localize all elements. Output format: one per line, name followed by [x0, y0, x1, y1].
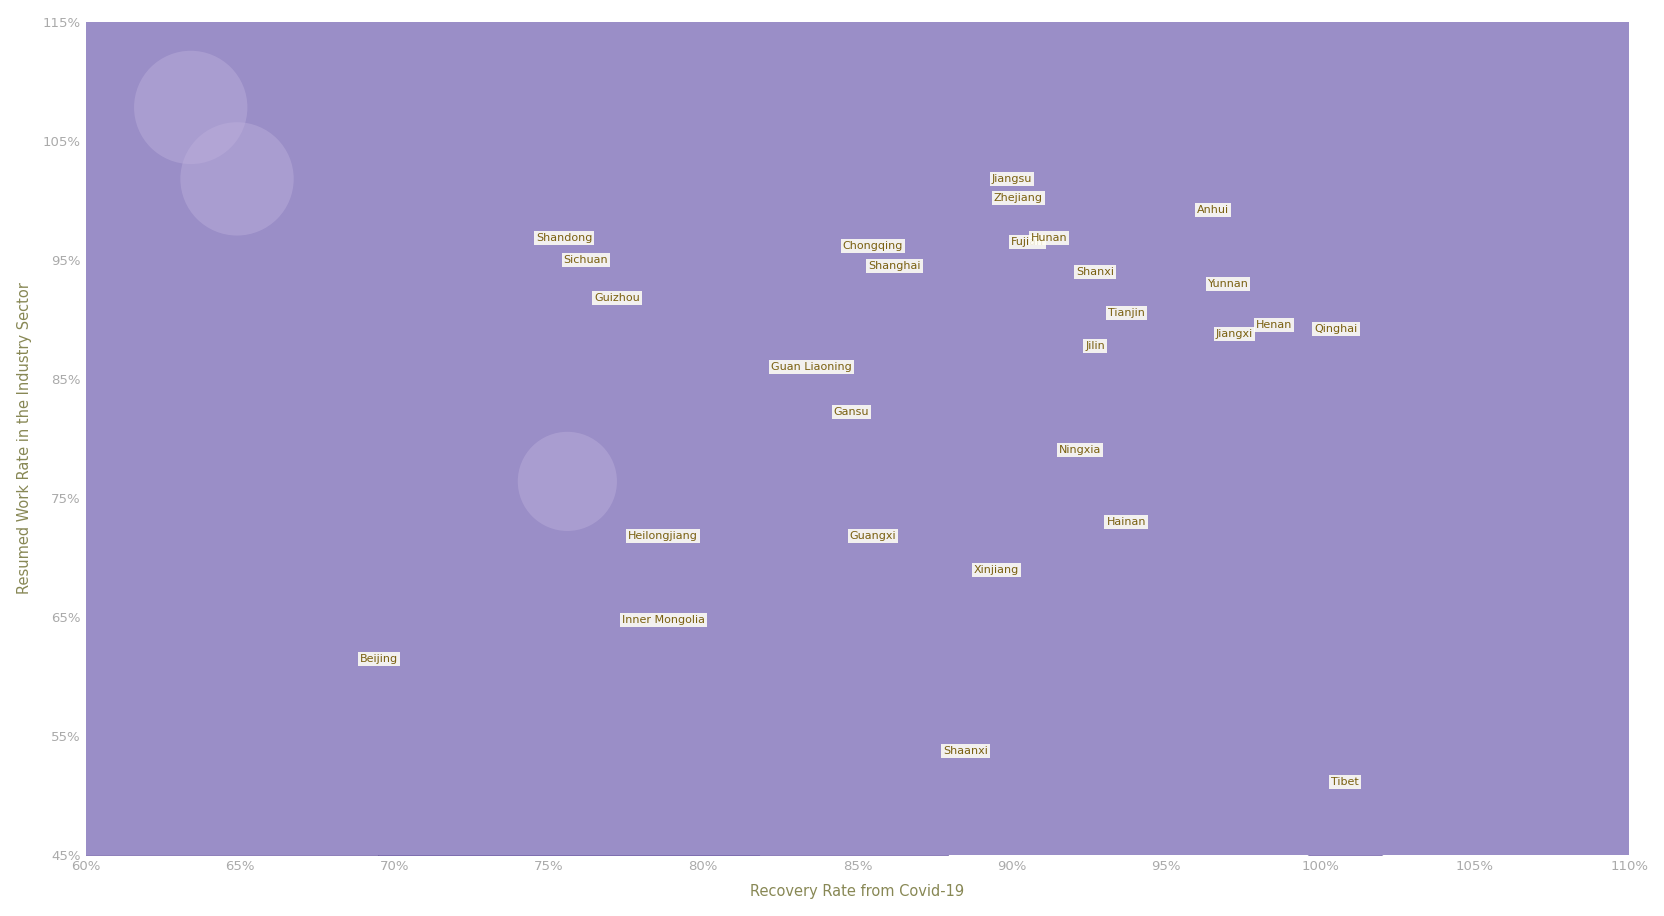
Point — [880, 258, 907, 273]
Point — [1035, 231, 1062, 245]
Text: Shandong: Shandong — [536, 234, 592, 244]
Text: Tibet: Tibet — [1331, 777, 1358, 787]
Point — [1082, 265, 1108, 279]
Point — [1082, 265, 1108, 279]
Point — [572, 253, 599, 267]
Point — [1082, 338, 1108, 353]
Point — [1331, 774, 1358, 789]
Text: Henan: Henan — [1255, 321, 1291, 331]
Point — [649, 529, 676, 543]
Point — [366, 651, 393, 666]
Text: Beijing: Beijing — [359, 654, 398, 664]
Text: Zhejiang: Zhejiang — [993, 193, 1042, 203]
Point — [35, 274, 62, 289]
Text: Anhui: Anhui — [1196, 205, 1228, 215]
Point — [1067, 443, 1093, 458]
Text: Shanghai: Shanghai — [869, 261, 920, 271]
Point — [797, 360, 824, 375]
Point — [998, 171, 1025, 186]
Text: Shaanxi: Shaanxi — [942, 746, 987, 756]
Point — [649, 612, 676, 627]
Point — [1067, 443, 1093, 458]
Text: Jiangsu: Jiangsu — [992, 174, 1032, 184]
Text: Jilin: Jilin — [1085, 341, 1105, 351]
Point — [178, 100, 205, 114]
Text: Inner Mongolia: Inner Mongolia — [621, 615, 704, 625]
Point — [1556, 686, 1582, 701]
Point — [366, 651, 393, 666]
Point — [859, 238, 885, 253]
Point — [554, 474, 581, 489]
Point — [649, 612, 676, 627]
Point — [998, 171, 1025, 186]
Point — [1035, 231, 1062, 245]
Point — [859, 529, 885, 543]
Point — [1260, 318, 1286, 333]
Point — [952, 743, 978, 758]
Point — [602, 290, 629, 305]
Text: Heilongjiang: Heilongjiang — [627, 531, 697, 541]
Point — [982, 562, 1008, 577]
Point — [837, 405, 864, 420]
Point — [1112, 306, 1138, 321]
Text: Guangxi: Guangxi — [849, 531, 895, 541]
Text: Shanxi: Shanxi — [1075, 267, 1113, 277]
Point — [859, 529, 885, 543]
Point — [1112, 515, 1138, 529]
X-axis label: Recovery Rate from Covid-19: Recovery Rate from Covid-19 — [750, 884, 963, 900]
Point — [649, 529, 676, 543]
Text: Hainan: Hainan — [1105, 517, 1145, 527]
Text: Xinjiang: Xinjiang — [973, 564, 1018, 574]
Point — [797, 360, 824, 375]
Text: Ningxia: Ningxia — [1058, 445, 1100, 455]
Point — [223, 171, 250, 186]
Point — [1220, 326, 1246, 341]
Point — [1220, 326, 1246, 341]
Point — [1260, 318, 1286, 333]
Text: Jiangxi: Jiangxi — [1215, 329, 1251, 339]
Y-axis label: Resumed Work Rate in the Industry Sector: Resumed Work Rate in the Industry Sector — [17, 282, 32, 594]
Point — [1198, 202, 1225, 217]
Point — [1331, 774, 1358, 789]
Point — [1013, 234, 1040, 249]
Point — [1511, 615, 1538, 629]
Text: Tianjin: Tianjin — [1107, 309, 1143, 319]
Point — [859, 238, 885, 253]
Point — [1082, 338, 1108, 353]
Text: Sichuan: Sichuan — [562, 255, 607, 265]
Point — [880, 258, 907, 273]
Point — [1215, 277, 1241, 291]
Point — [1198, 202, 1225, 217]
Point — [1215, 277, 1241, 291]
Text: Qinghai: Qinghai — [1313, 324, 1356, 334]
Text: Chongqing: Chongqing — [842, 241, 902, 251]
Text: Hunan: Hunan — [1030, 234, 1067, 244]
Point — [602, 290, 629, 305]
Text: Fujian: Fujian — [1010, 237, 1043, 247]
Point — [1321, 322, 1348, 336]
Point — [1112, 306, 1138, 321]
Text: Guizhou: Guizhou — [594, 293, 639, 303]
Text: Guan Liaoning: Guan Liaoning — [770, 362, 850, 372]
Point — [1003, 191, 1030, 205]
Point — [572, 253, 599, 267]
Point — [551, 231, 577, 245]
Point — [1003, 191, 1030, 205]
Point — [837, 405, 864, 420]
Point — [551, 231, 577, 245]
Point — [1321, 322, 1348, 336]
Point — [1013, 234, 1040, 249]
Point — [982, 562, 1008, 577]
Point — [1112, 515, 1138, 529]
Text: Yunnan: Yunnan — [1206, 278, 1248, 289]
Text: Gansu: Gansu — [834, 408, 869, 418]
Point — [952, 743, 978, 758]
